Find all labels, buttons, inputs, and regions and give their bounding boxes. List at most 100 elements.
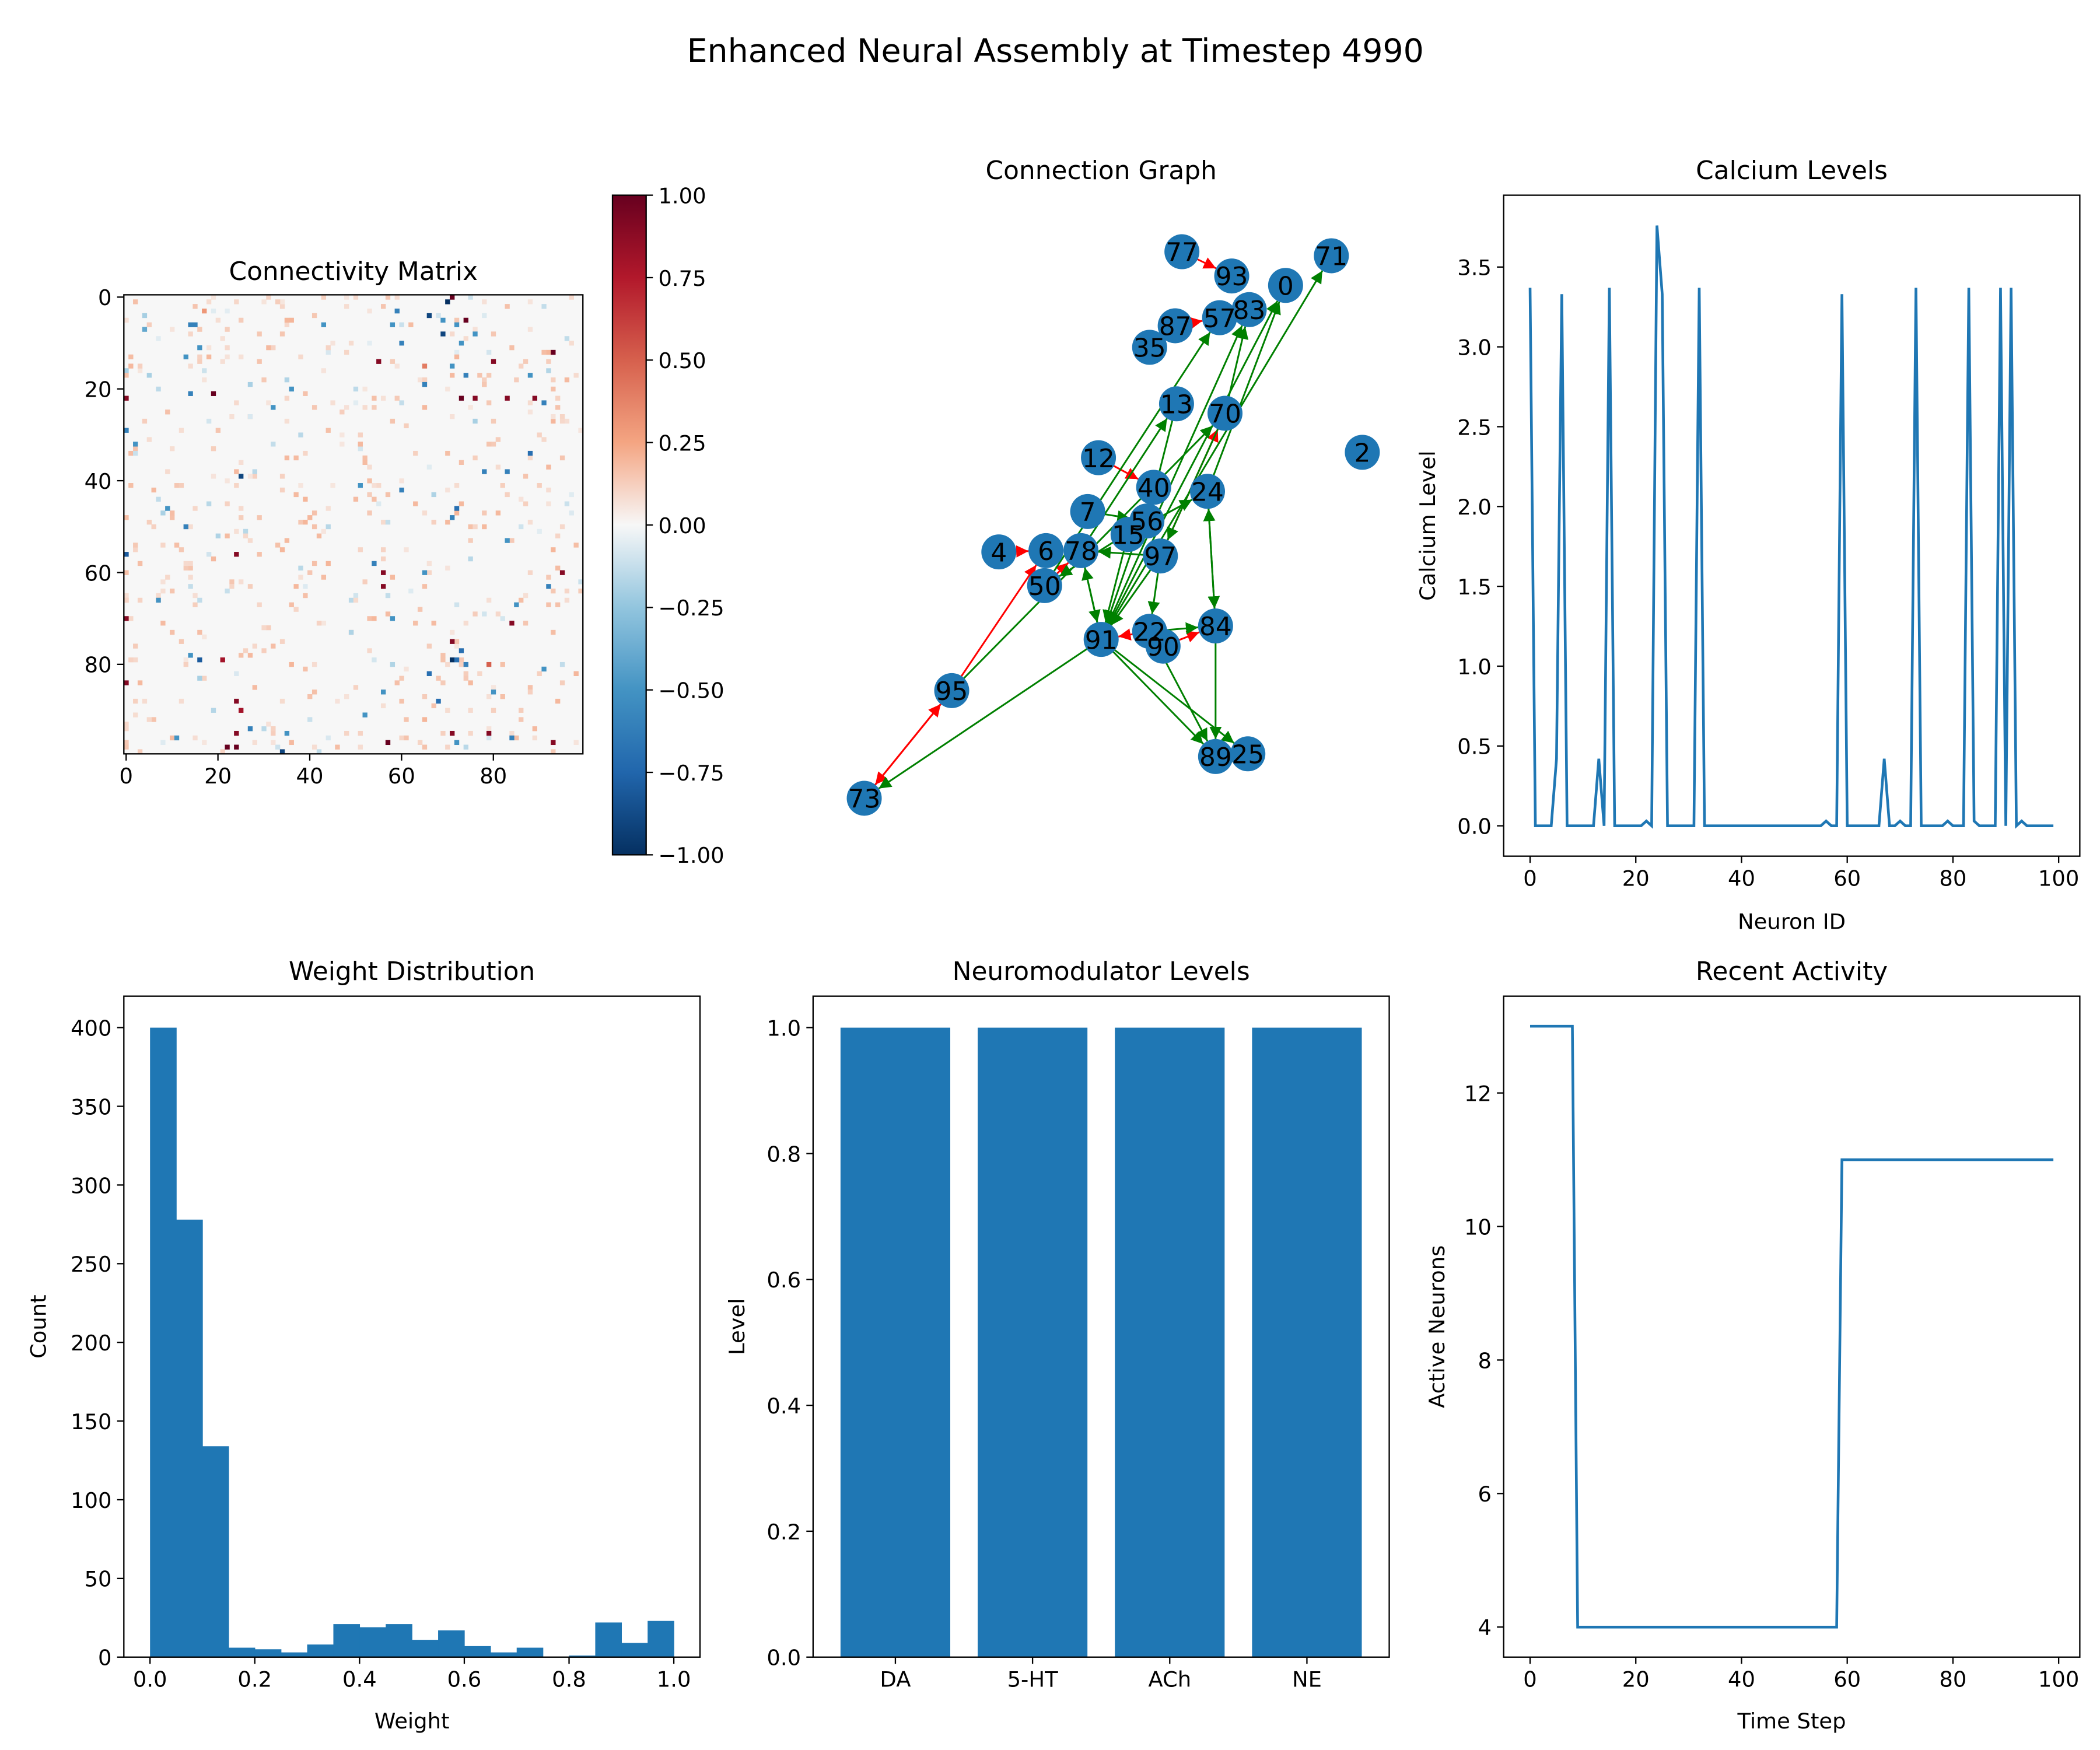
heatmap-cell <box>473 611 478 617</box>
heatmap-cell <box>275 542 281 548</box>
heatmap-cell <box>128 450 134 456</box>
heatmap-cell <box>362 460 368 466</box>
heatmap-cell <box>422 510 428 516</box>
x-tick-label: 80 <box>1939 1667 1966 1692</box>
heatmap-cell <box>482 524 487 530</box>
heatmap-cell <box>380 556 386 562</box>
heatmap-cell <box>252 474 257 479</box>
x-tick-label: 80 <box>480 764 507 789</box>
x-tick-label: 0 <box>1523 1667 1536 1692</box>
histogram-bar <box>438 1630 465 1657</box>
heatmap-cell <box>394 363 400 369</box>
heatmap-cell <box>225 327 230 332</box>
heatmap-cell <box>239 354 244 360</box>
heatmap-cell <box>261 299 267 304</box>
heatmap-cell <box>321 575 327 580</box>
heatmap-cell <box>284 322 290 327</box>
heatmap-cell <box>454 354 460 360</box>
heatmap-cell <box>247 474 253 479</box>
graph-node-label: 57 <box>1203 304 1236 334</box>
graph-node-label: 71 <box>1315 242 1348 272</box>
neuromodulator-bar <box>1252 1027 1362 1657</box>
axes-frame <box>1503 995 2081 1658</box>
heatmap-cell <box>551 414 556 419</box>
heatmap-cell <box>197 676 202 681</box>
heatmap-cell <box>279 547 285 552</box>
graph-node <box>1145 628 1181 664</box>
heatmap-cell <box>546 602 551 607</box>
graph-node <box>1063 533 1099 568</box>
heatmap-cell <box>124 515 129 520</box>
heatmap-cell <box>362 405 368 410</box>
heatmap-cell <box>202 308 207 314</box>
heatmap-cell <box>426 561 432 566</box>
heatmap-cell <box>202 377 207 383</box>
heatmap-cell <box>197 327 202 332</box>
heatmap-cell <box>500 616 505 621</box>
heatmap-cell <box>450 331 455 337</box>
heatmap-cell <box>514 735 519 741</box>
histogram-bar <box>359 1627 386 1657</box>
heatmap-cell <box>541 437 547 442</box>
graph-node-label: 2 <box>1354 439 1370 468</box>
heatmap-cell <box>257 552 262 557</box>
heatmap-cell <box>284 317 290 323</box>
heatmap-cell <box>128 657 134 663</box>
heatmap-cell <box>523 359 528 364</box>
heatmap-cell <box>459 662 464 667</box>
heatmap-cell <box>537 671 542 676</box>
heatmap-cell <box>252 643 257 649</box>
heatmap-cell <box>261 648 267 653</box>
y-tick-label: 0.8 <box>766 1142 801 1167</box>
heatmap-cell <box>257 359 262 364</box>
heatmap-cell <box>225 589 230 594</box>
heatmap-cell <box>239 317 244 323</box>
heatmap-cell <box>202 740 207 746</box>
heatmap-cell <box>459 396 464 401</box>
heatmap-cell <box>450 730 455 736</box>
heatmap-cell <box>491 331 496 337</box>
graph-edge <box>951 564 1037 691</box>
heatmap-cell <box>289 602 294 607</box>
heatmap-cell <box>312 662 317 667</box>
heatmap-cell <box>551 418 556 424</box>
heatmap-cell <box>399 676 404 681</box>
heatmap-cell <box>151 487 156 493</box>
heatmap-cell <box>229 584 235 589</box>
histogram-bar <box>386 1624 412 1657</box>
x-tick-label: DA <box>880 1667 911 1692</box>
heatmap-cell <box>279 304 285 309</box>
heatmap-cell <box>257 515 262 520</box>
heatmap-cell <box>279 474 285 479</box>
heatmap-cell <box>394 295 400 300</box>
heatmap-cell <box>505 304 510 309</box>
heatmap-cell <box>202 634 207 640</box>
heatmap-cell <box>404 547 409 552</box>
heatmap-cell <box>463 317 468 323</box>
heatmap-cell <box>440 317 446 323</box>
heatmap-cell <box>211 391 216 396</box>
heatmap-cell <box>537 528 542 534</box>
graph-edge <box>1100 325 1243 640</box>
heatmap-cell <box>519 496 524 502</box>
heatmap-cell <box>362 579 368 584</box>
heatmap-cell <box>454 510 460 516</box>
heatmap-cell <box>376 483 382 488</box>
heatmap-cell <box>128 354 134 360</box>
heatmap-cell <box>473 524 478 530</box>
heatmap-cell <box>160 510 166 516</box>
histogram-bar <box>150 1027 177 1657</box>
heatmap-cell <box>298 432 303 438</box>
heatmap-cell <box>426 313 432 318</box>
heatmap-cell <box>211 308 216 314</box>
heatmap-cell <box>234 730 239 736</box>
heatmap-cell <box>188 363 193 369</box>
heatmap-cell <box>578 579 583 584</box>
connectivity-matrix-panel: Connectivity Matrix 0 20 40 60 80 0 20 40 60 80 1.0… <box>85 183 724 868</box>
neuromodulator-bar <box>840 1027 951 1657</box>
heatmap-cell <box>142 418 148 424</box>
heatmap-cell <box>266 625 271 631</box>
heatmap-cell <box>519 363 524 369</box>
heatmap-cell <box>417 607 423 612</box>
panel-title: Recent Activity <box>1696 957 1888 986</box>
